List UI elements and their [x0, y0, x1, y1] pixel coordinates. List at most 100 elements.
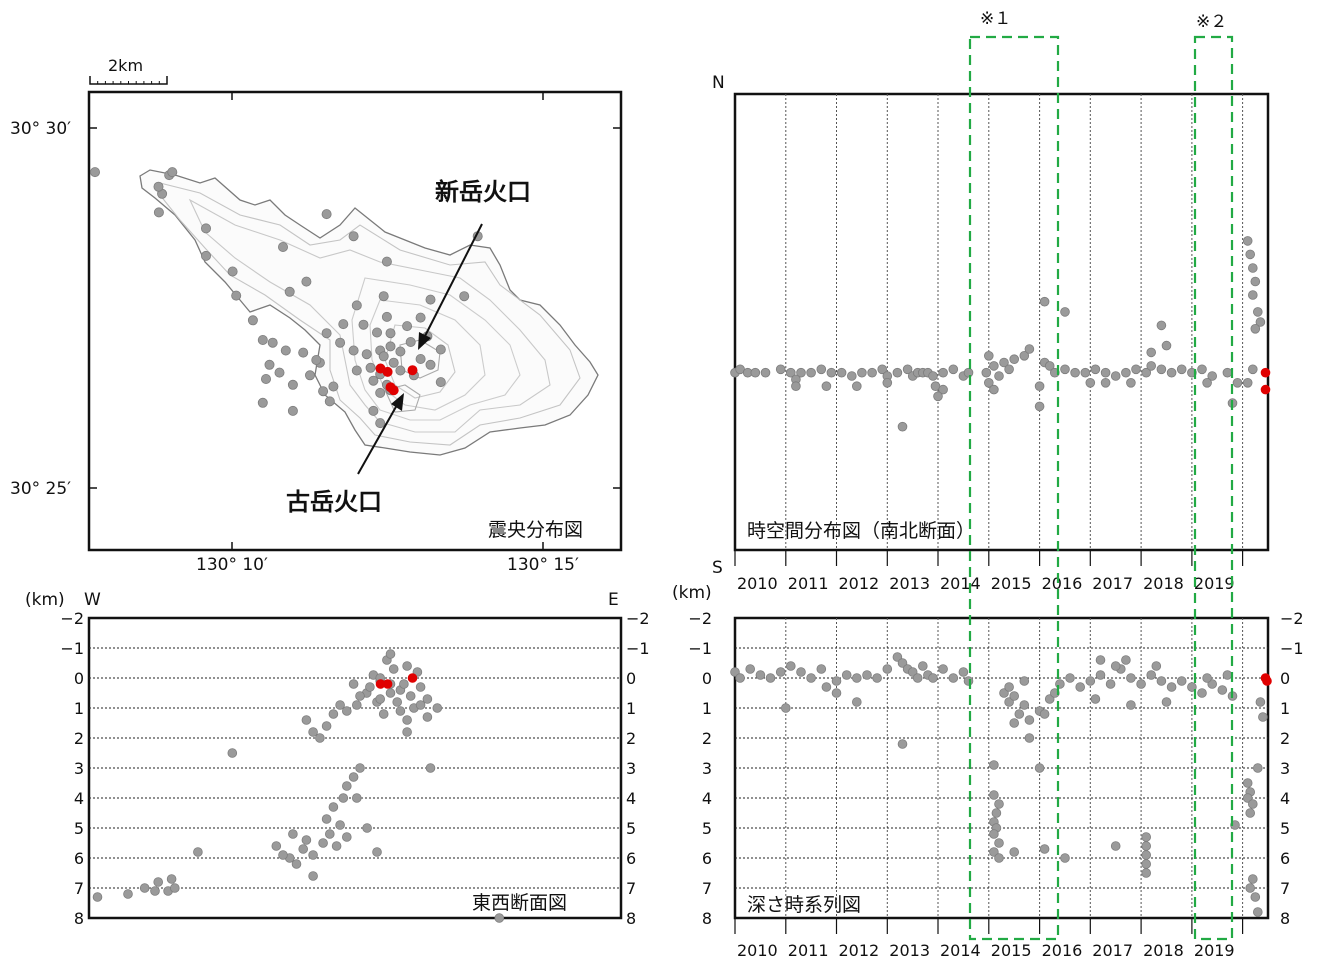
event-point — [1065, 673, 1075, 683]
event-point — [335, 337, 346, 348]
lon-label-130-15: 130° 15′ — [507, 555, 579, 575]
event-point — [153, 207, 164, 218]
depth-tick-label: 4 — [626, 789, 636, 808]
depth-tick-label: −1 — [60, 639, 84, 658]
event-point — [1222, 670, 1233, 680]
event-point — [200, 223, 211, 234]
event-point — [780, 703, 791, 713]
event-point — [348, 772, 359, 782]
depth-tick-label: 8 — [74, 909, 84, 928]
event-point — [1095, 670, 1106, 680]
depth-tick-label: 0 — [702, 669, 712, 688]
event-point — [378, 709, 389, 719]
recent-event-point — [1260, 384, 1271, 395]
event-point — [796, 667, 806, 677]
event-point — [395, 706, 406, 716]
event-point — [1242, 377, 1253, 388]
event-point — [425, 359, 436, 370]
depth-unit-label: (km) — [672, 583, 712, 603]
event-point — [304, 370, 315, 381]
map-title: 震央分布図 — [488, 519, 583, 541]
event-point — [311, 354, 322, 365]
event-point — [287, 405, 298, 416]
map-points — [90, 167, 483, 429]
event-point — [277, 241, 288, 252]
event-point — [1161, 340, 1172, 351]
event-point — [1136, 679, 1146, 689]
event-point — [1039, 844, 1050, 854]
event-point — [1055, 679, 1065, 689]
event-point — [785, 367, 796, 378]
event-point — [994, 853, 1004, 863]
event-point — [816, 364, 827, 375]
event-point — [385, 649, 396, 659]
year-label: 2013 — [889, 574, 930, 593]
event-point — [291, 859, 302, 869]
event-point — [231, 290, 242, 301]
event-point — [902, 364, 913, 375]
event-point — [933, 391, 943, 402]
event-point — [897, 739, 908, 749]
event-point — [395, 346, 406, 357]
event-point — [415, 682, 426, 692]
event-point — [897, 421, 908, 432]
lon-label-130-10: 130° 10′ — [196, 555, 268, 575]
event-point — [405, 691, 416, 701]
event-point — [351, 365, 362, 376]
event-point — [318, 838, 328, 848]
event-point — [435, 344, 446, 355]
depth-tick-label: −2 — [1280, 609, 1304, 628]
event-point — [308, 850, 318, 860]
event-point — [1060, 364, 1070, 375]
event-point — [1146, 361, 1156, 371]
event-point — [324, 829, 335, 839]
year-label: 2015 — [991, 941, 1032, 960]
depth-tick-label: 1 — [1280, 699, 1290, 718]
event-point — [1253, 763, 1263, 773]
event-point — [816, 664, 827, 674]
event-point — [328, 709, 339, 719]
event-point — [328, 802, 339, 812]
event-point — [983, 377, 994, 388]
lat-label-30-25: 30° 25′ — [10, 479, 71, 499]
event-point — [1166, 367, 1177, 378]
event-point — [750, 367, 761, 378]
event-point — [1009, 354, 1019, 365]
event-point — [308, 871, 318, 881]
depth-tick-label: 5 — [702, 819, 712, 838]
event-point — [422, 694, 433, 704]
depth-tick-label: 0 — [74, 669, 84, 688]
event-point — [948, 364, 959, 375]
event-point — [1004, 364, 1014, 375]
event-point — [1250, 892, 1261, 902]
event-point — [298, 347, 309, 358]
event-point — [1024, 344, 1035, 354]
event-point — [1161, 697, 1172, 707]
event-point — [267, 337, 278, 348]
event-point — [1253, 907, 1263, 917]
event-point — [388, 664, 399, 674]
event-point — [1242, 236, 1253, 246]
event-point — [1248, 874, 1258, 884]
event-point — [193, 847, 203, 857]
event-point — [170, 883, 180, 893]
event-point — [328, 381, 339, 392]
event-point — [1176, 676, 1187, 686]
time-space-ns-panel: N S 2010 2011 2012 2013 2014 2015 2016 2017 2018… — [712, 73, 1271, 593]
scale-label: 2km — [108, 56, 143, 75]
highlight-periods: ※１ ※２ — [968, 9, 1234, 941]
year-label: 2019 — [1194, 574, 1235, 593]
event-point — [348, 679, 359, 689]
year-label: 2017 — [1092, 574, 1133, 593]
event-point — [402, 661, 412, 671]
event-point — [264, 359, 275, 370]
event-point — [422, 712, 433, 722]
depth-tick-label: 5 — [1280, 819, 1290, 838]
event-point — [298, 844, 309, 854]
event-point — [1126, 377, 1136, 388]
event-point — [348, 345, 359, 356]
ns-year-gridlines — [734, 94, 1244, 566]
event-point — [361, 349, 372, 360]
event-point — [381, 311, 392, 322]
event-point — [1242, 778, 1253, 788]
